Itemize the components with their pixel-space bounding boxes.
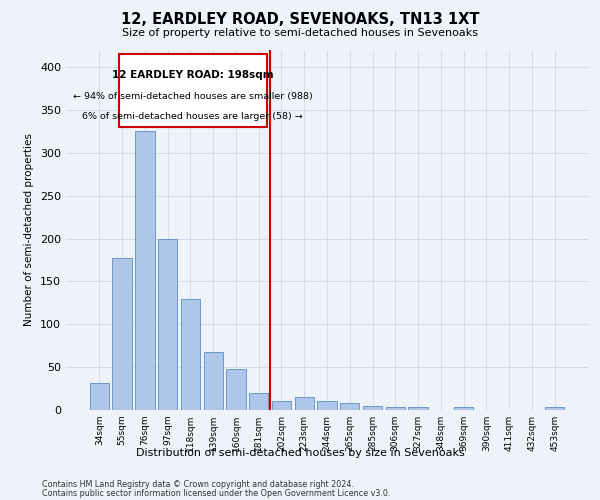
Text: 6% of semi-detached houses are larger (58) →: 6% of semi-detached houses are larger (5… <box>82 112 303 120</box>
Bar <box>295 397 314 410</box>
Bar <box>545 408 564 410</box>
Bar <box>272 400 291 410</box>
Text: 12, EARDLEY ROAD, SEVENOAKS, TN13 1XT: 12, EARDLEY ROAD, SEVENOAKS, TN13 1XT <box>121 12 479 28</box>
Text: Contains HM Land Registry data © Crown copyright and database right 2024.: Contains HM Land Registry data © Crown c… <box>42 480 354 489</box>
Bar <box>135 132 155 410</box>
Bar <box>454 408 473 410</box>
Y-axis label: Number of semi-detached properties: Number of semi-detached properties <box>25 134 34 326</box>
Bar <box>409 406 428 410</box>
Bar <box>158 240 178 410</box>
Bar <box>226 369 245 410</box>
Bar <box>386 406 405 410</box>
Bar <box>181 298 200 410</box>
FancyBboxPatch shape <box>119 54 266 127</box>
Text: 12 EARDLEY ROAD: 198sqm: 12 EARDLEY ROAD: 198sqm <box>112 70 274 80</box>
Bar <box>317 402 337 410</box>
Text: Distribution of semi-detached houses by size in Sevenoaks: Distribution of semi-detached houses by … <box>136 448 464 458</box>
Text: ← 94% of semi-detached houses are smaller (988): ← 94% of semi-detached houses are smalle… <box>73 92 313 101</box>
Bar <box>340 403 359 410</box>
Bar <box>90 382 109 410</box>
Bar <box>249 393 268 410</box>
Bar <box>112 258 132 410</box>
Text: Size of property relative to semi-detached houses in Sevenoaks: Size of property relative to semi-detach… <box>122 28 478 38</box>
Text: Contains public sector information licensed under the Open Government Licence v3: Contains public sector information licen… <box>42 488 391 498</box>
Bar <box>203 352 223 410</box>
Bar <box>363 406 382 410</box>
